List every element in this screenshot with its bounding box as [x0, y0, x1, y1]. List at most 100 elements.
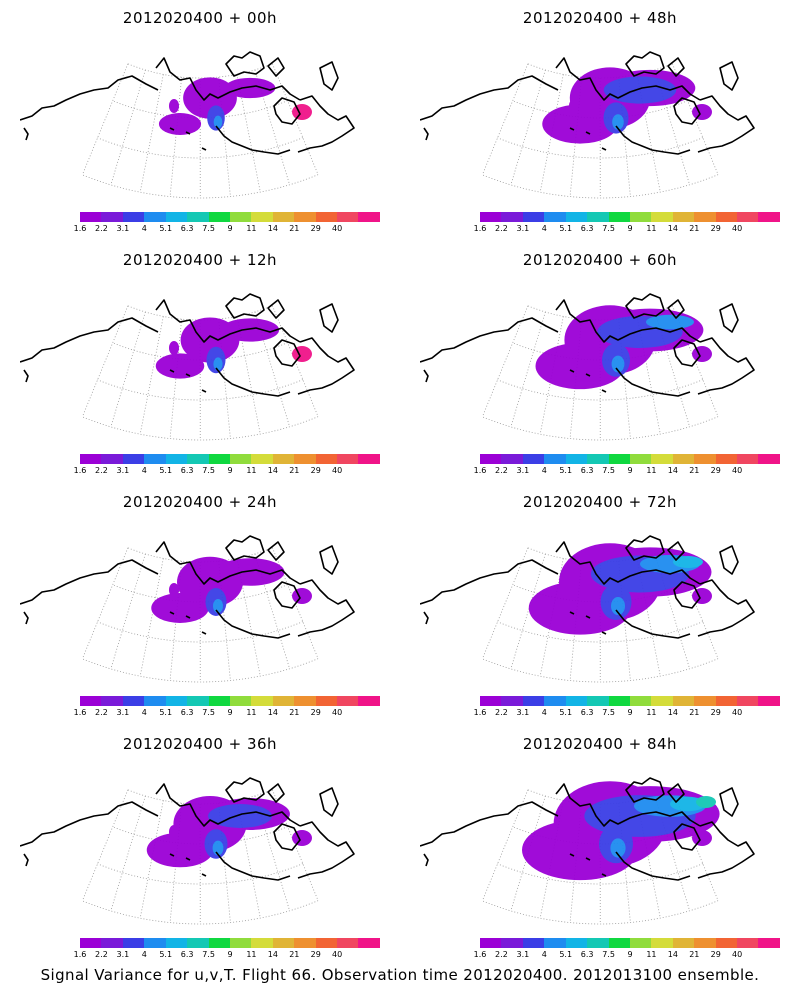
colorbar: 1.6 2.2 3.1 4 5.1 6.3 7.5 9 11 14 21 29 40	[74, 696, 380, 724]
variance-contour	[692, 588, 712, 604]
colorbar-tick-label: 11	[646, 466, 657, 475]
colorbar-swatch	[587, 212, 609, 222]
variance-contour	[603, 76, 677, 104]
coastline	[585, 615, 591, 619]
coastline	[697, 579, 755, 637]
colorbar-swatch	[80, 454, 102, 464]
meridian-line	[618, 803, 631, 923]
coastline	[673, 97, 701, 125]
map-panel: 2012020400 + 84h 1.6 2.2 3.1 4 5.1 6.3 7.5 9 11 14…	[420, 734, 780, 974]
colorbar-tick-label: 9	[627, 466, 633, 475]
coastline	[555, 541, 701, 585]
colorbar-tick-label: 21	[689, 708, 700, 717]
meridian-line	[81, 305, 129, 417]
variance-contour	[292, 104, 312, 120]
coastline	[297, 95, 355, 153]
colorbar-swatch	[715, 938, 738, 948]
colorbar-swatch	[144, 696, 166, 706]
meridian-line	[218, 77, 231, 197]
colorbar-swatch	[480, 454, 502, 464]
meridian-line	[618, 77, 631, 197]
meridian-line	[618, 561, 631, 681]
colorbar-swatch	[565, 454, 588, 464]
colorbar-swatch	[694, 938, 716, 948]
coastlines	[420, 535, 755, 639]
map-panel: 2012020400 + 72h 1.6 2.2 3.1 4 5.1 6.3 7.5 9 11 14…	[420, 492, 780, 732]
colorbar-tick-label: 2.2	[95, 708, 108, 717]
colorbar-swatch	[565, 696, 588, 706]
colorbar-tick-label: 29	[310, 466, 321, 475]
coastline	[625, 777, 665, 803]
colorbar-tick-label: 40	[332, 708, 343, 717]
coastline	[23, 127, 29, 141]
colorbar-swatch	[208, 696, 230, 706]
colorbar-swatch	[358, 212, 380, 222]
coastline	[673, 339, 701, 367]
colorbar-tick-label: 3.1	[516, 708, 530, 717]
colorbar-tick-label: 1.6	[73, 466, 87, 475]
variance-field	[542, 67, 712, 144]
coastline	[615, 851, 691, 881]
colorbar-tick-label: 3.1	[516, 950, 530, 959]
variance-contour	[212, 840, 224, 856]
map-panel: 2012020400 + 24h 1.6 2.2 3.1 4 5.1 6.3 7.5 9 11 14…	[20, 492, 380, 732]
graticule	[81, 305, 319, 441]
latitude-line	[482, 658, 719, 683]
colorbar-swatch	[587, 696, 609, 706]
colorbar-tick-label: 4	[541, 224, 547, 233]
variance-field	[151, 556, 312, 623]
coastline	[273, 97, 301, 125]
meridian-line	[236, 316, 261, 435]
colorbar-tick-label: 6.3	[180, 224, 194, 233]
colorbar-swatch	[358, 696, 380, 706]
colorbar-swatch	[165, 696, 188, 706]
colorbar-swatch	[187, 696, 209, 706]
colorbar-tick-label: 2.2	[495, 224, 508, 233]
coastline	[420, 317, 559, 363]
colorbar-swatch	[251, 212, 273, 222]
colorbar-swatch	[294, 454, 316, 464]
coastline	[23, 611, 29, 625]
meridian-line	[254, 553, 291, 669]
colorbar-swatch	[165, 454, 188, 464]
meridian-line	[110, 553, 146, 670]
colorbar-tick-label: 29	[310, 708, 321, 717]
polar-map	[20, 293, 355, 441]
colorbar-swatch	[251, 696, 273, 706]
colorbar-tick-label: 11	[246, 708, 257, 717]
coastline	[169, 369, 175, 373]
latitude-line	[497, 379, 704, 401]
colorbar-tick-label: 4	[541, 466, 547, 475]
colorbar-tick-label: 14	[267, 466, 278, 475]
meridian-line	[169, 77, 183, 197]
latitude-line	[82, 658, 319, 683]
colorbar-tick-label: 9	[627, 708, 633, 717]
variance-contour	[542, 104, 618, 144]
colorbar-swatch	[608, 938, 630, 948]
coastlines	[20, 777, 355, 881]
colorbar-tick-label: 6.3	[180, 950, 194, 959]
colorbar-swatch	[501, 454, 523, 464]
variance-field	[528, 543, 712, 635]
colorbar-swatch	[587, 454, 609, 464]
colorbar-swatch	[337, 938, 359, 948]
colorbar-swatch	[522, 696, 545, 706]
coastline	[423, 611, 429, 625]
panel-title: 2012020400 + 36h	[122, 735, 278, 753]
coastline	[420, 75, 559, 121]
coastline	[423, 853, 429, 867]
coastline	[169, 853, 175, 857]
colorbar-tick-label: 14	[667, 950, 678, 959]
colorbar-tick-label: 2.2	[495, 708, 508, 717]
coastline	[185, 857, 191, 861]
variance-contour	[612, 114, 624, 130]
coastline	[319, 61, 339, 91]
colorbar-tick-label: 11	[246, 950, 257, 959]
coastline	[155, 783, 301, 827]
colorbar-swatch	[315, 454, 338, 464]
latitude-line	[97, 137, 304, 159]
coastline	[420, 801, 559, 847]
coastline	[625, 535, 665, 561]
latitude-line	[497, 863, 704, 885]
colorbar-tick-label: 14	[267, 224, 278, 233]
